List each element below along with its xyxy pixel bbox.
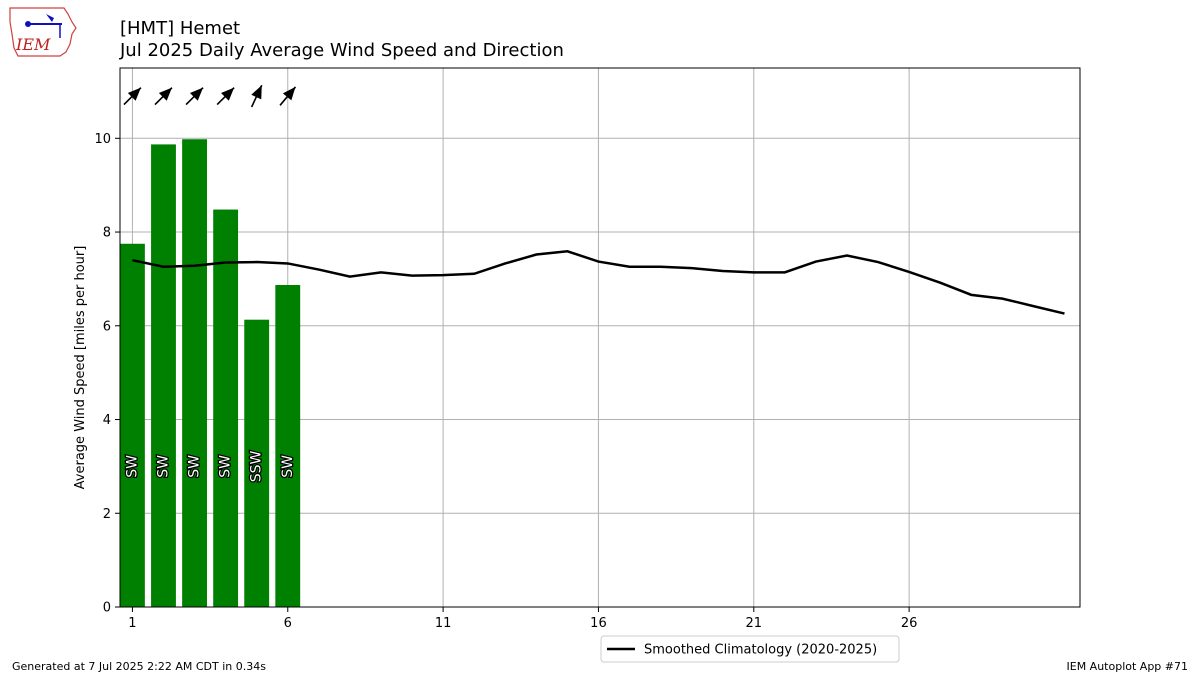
bars bbox=[120, 139, 301, 607]
bar bbox=[120, 243, 145, 607]
footer-generated: Generated at 7 Jul 2025 2:22 AM CDT in 0… bbox=[12, 660, 266, 673]
direction-labels: SW SW SW SW SSW SW bbox=[123, 449, 297, 483]
climatology-line bbox=[132, 249, 1065, 315]
direction-label: SW bbox=[155, 455, 171, 478]
bar bbox=[244, 319, 270, 607]
bar bbox=[151, 144, 176, 607]
iem-logo: IEM bbox=[9, 7, 77, 57]
chart-subtitle: Jul 2025 Daily Average Wind Speed and Di… bbox=[120, 40, 564, 61]
direction-label: SSW bbox=[249, 450, 265, 482]
bar bbox=[182, 139, 207, 607]
x-tick-label: 21 bbox=[746, 616, 763, 631]
iowa-outline-icon bbox=[9, 7, 77, 57]
x-tick-label: 16 bbox=[590, 616, 607, 631]
y-tick-label: 4 bbox=[103, 413, 111, 428]
y-tick-label: 2 bbox=[103, 507, 111, 522]
x-tick-label: 11 bbox=[435, 616, 452, 631]
direction-label: SW bbox=[124, 455, 140, 478]
direction-arrows bbox=[123, 84, 297, 108]
direction-label: SW bbox=[280, 455, 296, 478]
wind-arrow-head bbox=[158, 87, 172, 101]
legend-label: Smoothed Climatology (2020-2025) bbox=[644, 643, 877, 658]
plot-frame bbox=[119, 67, 1081, 608]
legend: Smoothed Climatology (2020-2025) bbox=[600, 635, 900, 663]
wind-arrow-head bbox=[282, 86, 296, 101]
chart-title: [HMT] Hemet bbox=[120, 18, 241, 39]
bar bbox=[275, 285, 301, 607]
y-tick-label: 6 bbox=[103, 319, 111, 334]
logo-text: IEM bbox=[15, 35, 51, 54]
y-tick-label: 10 bbox=[94, 132, 111, 147]
climatology-line-group bbox=[132, 249, 1065, 315]
wind-arrow-head bbox=[127, 87, 141, 101]
x-tick-label: 6 bbox=[284, 616, 292, 631]
y-tick-label: 0 bbox=[103, 601, 111, 616]
wind-arrow-head bbox=[189, 87, 204, 101]
direction-label: SW bbox=[187, 455, 203, 478]
footer-app-id: IEM Autoplot App #71 bbox=[1066, 660, 1189, 673]
y-axis-label: Average Wind Speed [miles per hour] bbox=[73, 246, 88, 490]
direction-label: SW bbox=[218, 455, 234, 478]
legend-box bbox=[600, 635, 900, 663]
wind-arrow-head bbox=[221, 87, 235, 101]
wind-arrow-head bbox=[251, 85, 262, 100]
x-tick-label: 26 bbox=[901, 616, 918, 631]
y-tick-label: 8 bbox=[103, 226, 111, 241]
x-tick-label: 1 bbox=[128, 616, 136, 631]
bar bbox=[213, 209, 239, 607]
